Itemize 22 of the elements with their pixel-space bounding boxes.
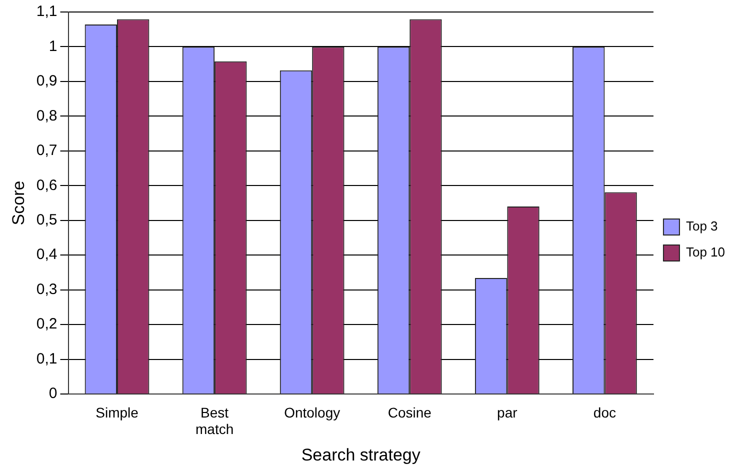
y-tick-label: 0,3 xyxy=(36,280,58,298)
y-tick-label: 0,4 xyxy=(36,246,58,264)
x-tick-label: Ontology xyxy=(284,404,340,420)
x-tick-label: par xyxy=(497,404,518,420)
y-axis-title: Score xyxy=(8,180,28,226)
y-tick-label: 1 xyxy=(48,38,58,55)
y-tick-label: 0,2 xyxy=(36,316,58,333)
y-tick-label: 0,9 xyxy=(36,72,58,90)
x-axis-title: Search strategy xyxy=(301,445,421,464)
y-tick-label: 0,8 xyxy=(36,107,58,124)
legend-label: Top 10 xyxy=(686,244,726,260)
y-tick-label: 0,1 xyxy=(36,350,58,368)
y-tick-label: 0,6 xyxy=(36,176,58,194)
x-tick-label: Cosine xyxy=(388,404,432,420)
x-tick-label: Best match xyxy=(195,404,234,438)
y-tick-label: 0,5 xyxy=(36,212,58,229)
x-tick-label: Simple xyxy=(96,404,139,420)
y-tick-label: 1,1 xyxy=(36,3,58,20)
legend-label: Top 3 xyxy=(686,218,718,234)
x-tick-label: doc xyxy=(593,404,616,420)
y-tick-label: 0 xyxy=(48,385,58,402)
y-tick-label: 0,7 xyxy=(36,142,58,160)
